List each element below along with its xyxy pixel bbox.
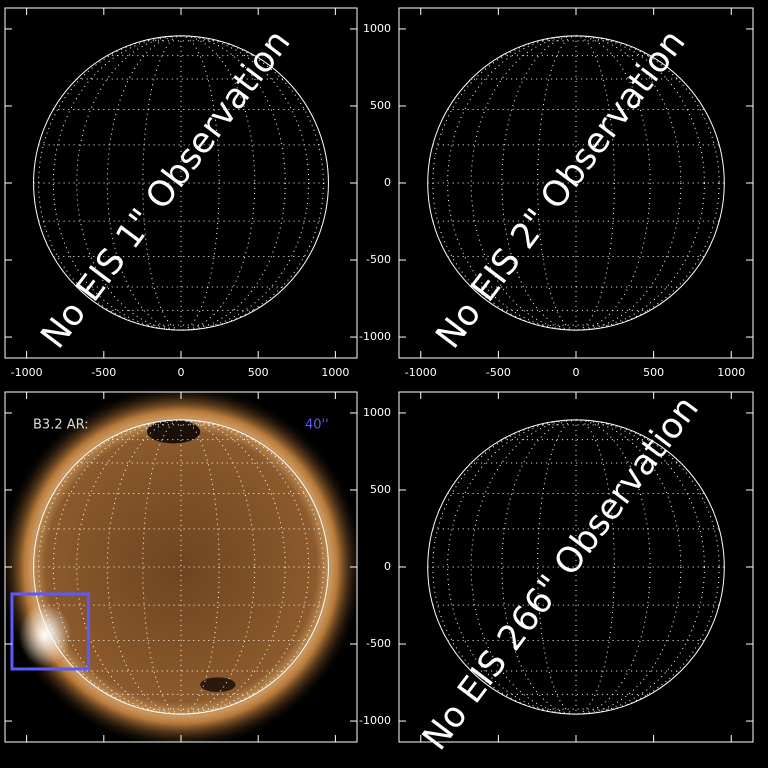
panel-content (33, 35, 329, 331)
y-tick-label: -1000 (359, 330, 391, 343)
x-tick-label: -1000 (405, 366, 437, 379)
meridian (106, 419, 256, 715)
x-tick-label: 500 (248, 366, 269, 379)
panel-title: B3.2 AR: (33, 418, 89, 433)
panel: B3.2 AR: 40'' (4, 391, 358, 743)
meridian (38, 419, 324, 715)
x-tick-label: -500 (91, 366, 116, 379)
y-tick-label: -500 (366, 253, 391, 266)
y-tick-label: 500 (370, 99, 391, 112)
y-tick-label: 500 (370, 483, 391, 496)
meridian (501, 35, 651, 331)
x-tick-label: 1000 (717, 366, 745, 379)
meridian (447, 419, 705, 715)
x-tick-label: 0 (178, 366, 185, 379)
meridian (470, 35, 682, 331)
y-tick-label: -500 (366, 637, 391, 650)
active-region (19, 602, 72, 667)
y-tick-label: 1000 (363, 22, 391, 35)
solar-limb (33, 35, 329, 331)
y-tick-label: 1000 (363, 406, 391, 419)
meridian (76, 35, 286, 331)
y-tick-label: 0 (384, 176, 391, 189)
region-box (10, 592, 90, 671)
x-tick-label: -1000 (11, 366, 43, 379)
scale-label: 40'' (305, 418, 329, 433)
meridian (470, 419, 682, 715)
sun-image (30, 416, 332, 718)
panel-content (427, 419, 725, 715)
x-tick-label: 500 (643, 366, 664, 379)
y-tick-label: -1000 (359, 714, 391, 727)
panel-content (5, 392, 357, 742)
panel-content (427, 35, 725, 331)
meridian (76, 419, 286, 715)
meridian (106, 35, 256, 331)
coronal-hole (200, 677, 236, 693)
meridian (447, 35, 705, 331)
x-tick-label: 0 (573, 366, 580, 379)
meridian (38, 35, 324, 331)
coronal-hole (147, 419, 201, 444)
x-tick-label: -500 (486, 366, 511, 379)
x-tick-label: 1000 (321, 366, 349, 379)
y-tick-label: 0 (384, 560, 391, 573)
